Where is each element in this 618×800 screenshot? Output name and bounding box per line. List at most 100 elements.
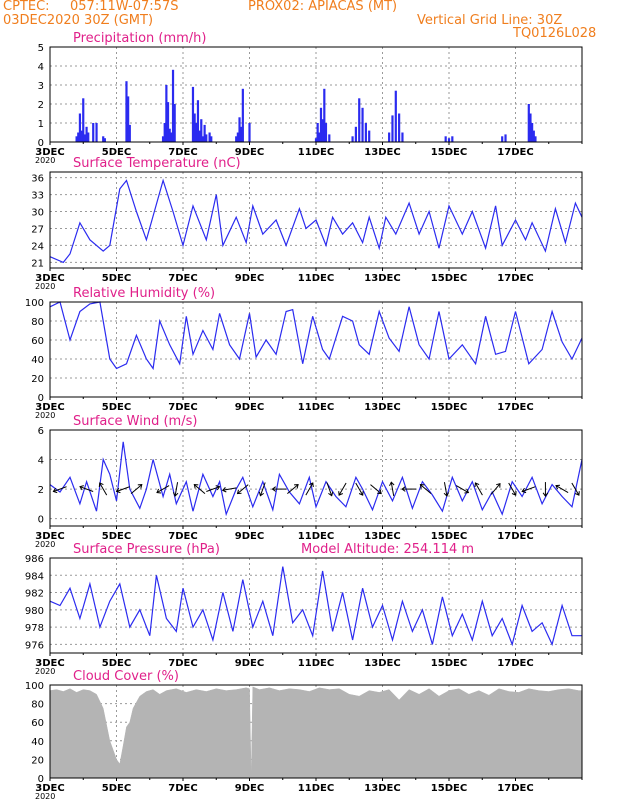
pres-title: Surface Pressure (hPa) [73,542,220,557]
precip-bar [354,126,357,142]
precip-bar [75,136,78,142]
wind-frame [49,429,583,527]
temp-line [49,178,583,264]
cloud-title: Cloud Cover (%) [73,669,179,684]
rh-year-stub: 2020 [35,411,55,420]
precip-bar [125,81,128,142]
pres-xtick-label: 17DEC [497,658,533,669]
rh-xtick-label: 11DEC [298,402,334,413]
precip-bar [92,123,95,142]
temp-frame [49,171,583,269]
wind-arrow-head [358,491,364,496]
precip-bar [173,104,176,142]
precip-bar [235,136,238,142]
precip-xtick-label: 5DEC [102,147,131,158]
wind-xtick-label: 9DEC [235,531,264,542]
precip-bar [321,119,324,142]
wind-arrow-head [328,491,334,497]
pres-year-stub: 2020 [35,667,55,676]
precip-ytick-label: 4 [38,62,44,73]
wind-arrow-head [496,483,501,488]
precip-bar [444,136,447,142]
precip-xtick-label: 11DEC [298,147,334,158]
pres-xtick-label: 3DEC [35,658,64,669]
wind-arrow-shaft [53,486,67,492]
wind-arrow-shaft [338,482,347,496]
precip-bar [128,124,131,142]
precip-bar [388,132,391,142]
pres-ytick-label: 980 [25,606,44,617]
precip-bar [318,132,321,142]
wind-arrow-shaft [305,482,314,496]
precip-bar [163,123,166,142]
precip-bar [328,134,331,142]
precip-bar [398,113,401,142]
wind-arrow-head [193,484,199,489]
rh-xtick-label: 17DEC [497,402,533,413]
wind-arrow-head [258,491,264,497]
header-source: CPTEC: [3,0,50,14]
rh-xtick-label: 3DEC [35,402,64,413]
precip-bar [82,98,85,142]
precip-bar [87,132,90,142]
wind-arrow-shaft [455,485,469,494]
wind-arrow-head [98,482,104,488]
rh-ytick-label: 100 [25,298,44,309]
temp-xtick-label: 5DEC [102,273,131,284]
cloud-ytick-label: 100 [25,681,44,692]
wind-arrow-head [156,488,162,494]
wind-arrow-shaft [355,482,364,496]
pres-xtick-label: 7DEC [168,658,197,669]
wind-arrow-head [137,484,143,489]
cloud-ytick-label: 20 [31,755,44,766]
wind-arrow-head [221,487,227,493]
precip-bar [85,126,88,142]
pres-ytick-label: 976 [25,640,44,651]
cloud-xtick-label: 15DEC [431,783,467,794]
wind-ytick-label: 4 [38,456,44,467]
precip-bar [83,134,87,142]
precip-bar [240,126,243,142]
wind-arrow-head [215,485,221,491]
pres-frame [49,557,583,654]
temp-xtick-label: 3DEC [35,273,64,284]
precip-bar [529,113,532,142]
wind-arrow-head [521,487,527,494]
temp-xtick-label: 15DEC [431,273,467,284]
rh-frame [49,301,583,398]
wind-title: Surface Wind (m/s) [73,414,197,429]
cloud-xtick-label: 13DEC [364,783,400,794]
temp-xtick-label: 13DEC [364,273,400,284]
rh-ytick-label: 0 [38,393,44,404]
rh-ytick-label: 80 [31,317,44,328]
precip-bar [200,119,203,142]
cloud-frame [49,684,583,779]
wind-arrow-shaft [193,484,206,494]
pres-xtick-label: 13DEC [364,658,400,669]
cloud-xtick-label: 5DEC [102,783,131,794]
wind-arrow-shaft [326,482,333,496]
cloud-xtick-label: 9DEC [235,783,264,794]
cloud-ytick-label: 40 [31,737,44,748]
precip-xtick-label: 7DEC [168,147,197,158]
precip-bar [210,136,213,142]
wind-arrow-shaft [474,482,483,496]
wind-arrow-head [474,482,480,488]
wind-arrow-shaft [420,484,432,494]
temp-ytick-label: 27 [31,224,44,235]
wind-ytick-label: 2 [38,485,44,496]
precip-bar [368,130,371,142]
wind-arrow-head [511,491,517,496]
wind-ytick-label: 0 [38,515,44,526]
precip-bar [127,96,130,142]
cloud-ytick-label: 80 [31,700,44,711]
precip-xtick-label: 17DEC [497,147,533,158]
precip-bar [241,88,244,142]
temp-xtick-label: 11DEC [298,273,334,284]
temp-xtick-label: 9DEC [235,273,264,284]
temp-year-stub: 2020 [35,282,55,291]
precip-xtick-label: 9DEC [235,147,264,158]
precip-xtick-label: 15DEC [431,147,467,158]
wind-arrow-shaft [259,482,266,496]
